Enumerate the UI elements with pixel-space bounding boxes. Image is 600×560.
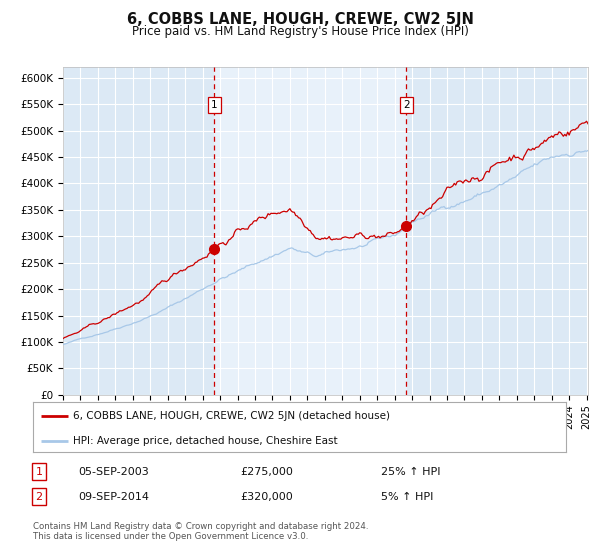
Text: 5% ↑ HPI: 5% ↑ HPI: [381, 492, 433, 502]
Text: 6, COBBS LANE, HOUGH, CREWE, CW2 5JN: 6, COBBS LANE, HOUGH, CREWE, CW2 5JN: [127, 12, 473, 27]
Text: HPI: Average price, detached house, Cheshire East: HPI: Average price, detached house, Ches…: [73, 436, 338, 446]
Text: 1: 1: [35, 466, 43, 477]
Text: £275,000: £275,000: [240, 466, 293, 477]
Text: 6, COBBS LANE, HOUGH, CREWE, CW2 5JN (detached house): 6, COBBS LANE, HOUGH, CREWE, CW2 5JN (de…: [73, 410, 390, 421]
Text: £320,000: £320,000: [240, 492, 293, 502]
Text: 1: 1: [211, 100, 218, 110]
Text: Contains HM Land Registry data © Crown copyright and database right 2024.
This d: Contains HM Land Registry data © Crown c…: [33, 522, 368, 542]
Text: 05-SEP-2003: 05-SEP-2003: [78, 466, 149, 477]
Text: 2: 2: [35, 492, 43, 502]
Text: 25% ↑ HPI: 25% ↑ HPI: [381, 466, 440, 477]
Text: 09-SEP-2014: 09-SEP-2014: [78, 492, 149, 502]
Text: Price paid vs. HM Land Registry's House Price Index (HPI): Price paid vs. HM Land Registry's House …: [131, 25, 469, 38]
Text: 2: 2: [403, 100, 410, 110]
Bar: [214, 67, 406, 395]
